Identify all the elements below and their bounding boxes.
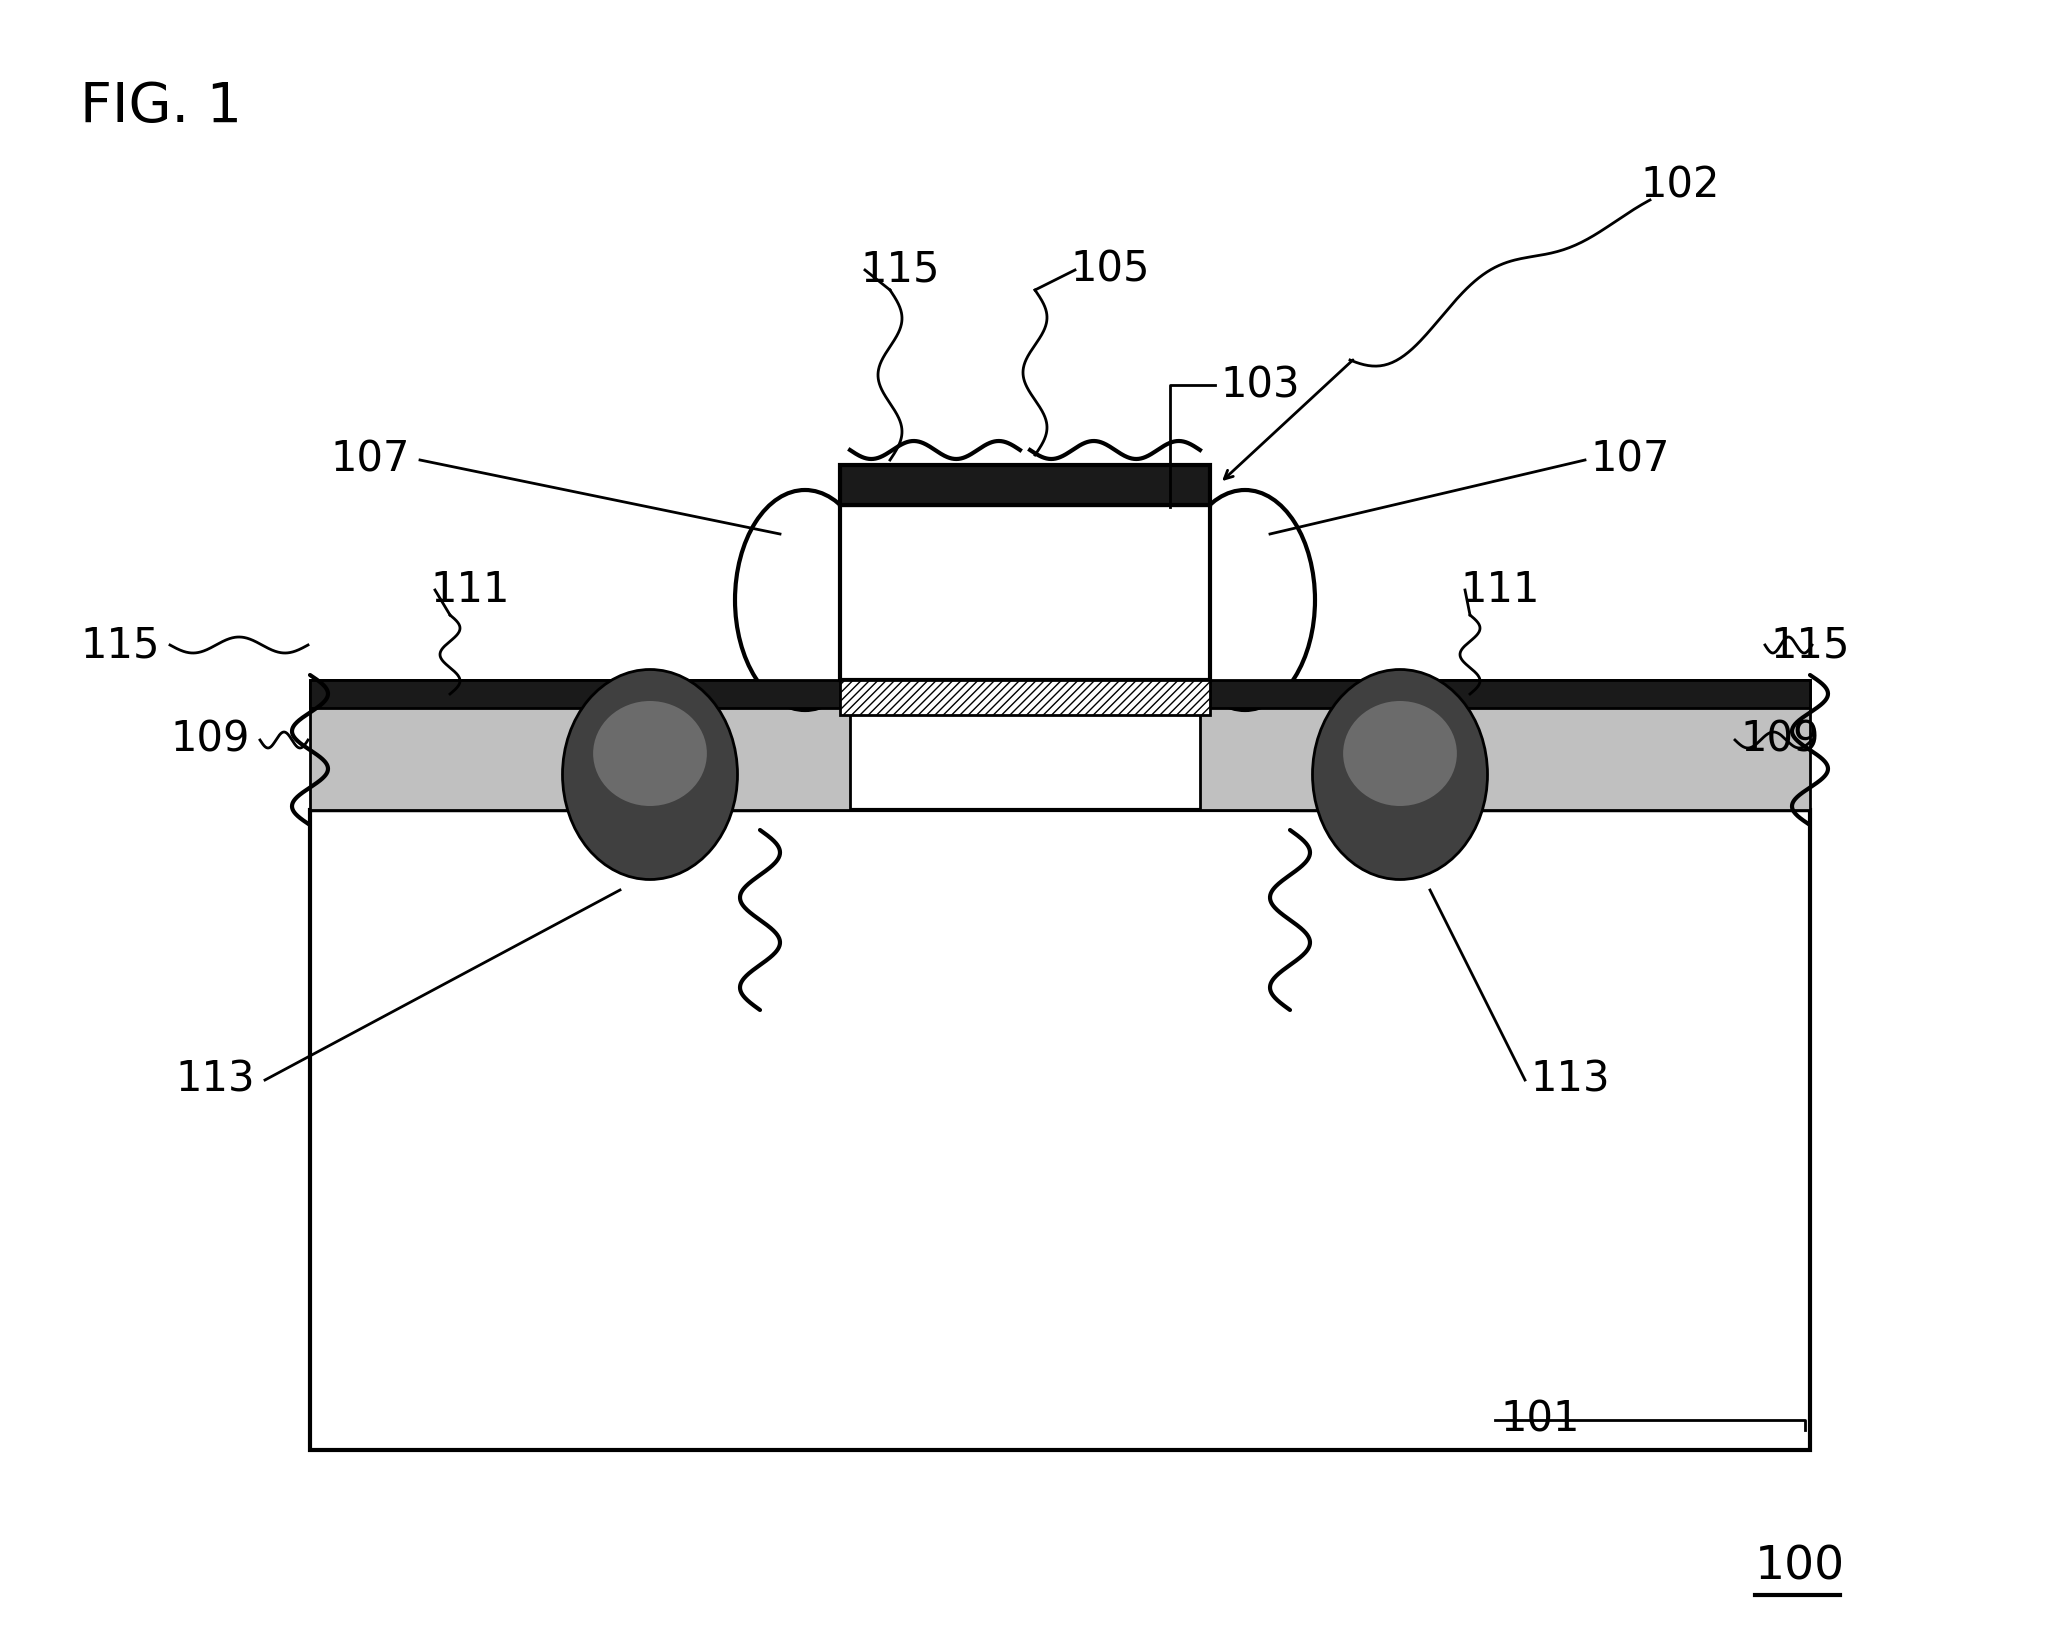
Text: 115: 115: [861, 249, 940, 290]
Polygon shape: [309, 810, 1809, 1450]
Text: 111: 111: [430, 569, 510, 610]
Text: FIG. 1: FIG. 1: [80, 79, 242, 134]
Text: 109: 109: [170, 719, 250, 761]
Ellipse shape: [1344, 701, 1457, 805]
Text: 109: 109: [1740, 719, 1820, 761]
Text: 103: 103: [1219, 365, 1299, 406]
Ellipse shape: [563, 670, 738, 879]
Text: 105: 105: [1070, 249, 1149, 290]
Ellipse shape: [736, 490, 875, 710]
Polygon shape: [840, 505, 1211, 680]
Polygon shape: [309, 680, 850, 810]
Polygon shape: [840, 680, 1211, 714]
Ellipse shape: [592, 701, 707, 805]
Text: 100: 100: [1756, 1544, 1846, 1591]
Polygon shape: [840, 465, 1211, 505]
Text: 101: 101: [1500, 1399, 1580, 1440]
Text: 115: 115: [80, 624, 160, 667]
Text: 107: 107: [1590, 439, 1670, 482]
Ellipse shape: [1313, 670, 1488, 879]
Text: 111: 111: [1461, 569, 1539, 610]
Text: 113: 113: [1531, 1059, 1611, 1101]
Ellipse shape: [1174, 490, 1315, 710]
Polygon shape: [309, 680, 850, 708]
Text: 115: 115: [1770, 624, 1850, 667]
Text: 113: 113: [174, 1059, 254, 1101]
Text: 107: 107: [330, 439, 410, 482]
Text: 102: 102: [1639, 163, 1719, 206]
Polygon shape: [1201, 680, 1809, 708]
Polygon shape: [1201, 680, 1809, 810]
